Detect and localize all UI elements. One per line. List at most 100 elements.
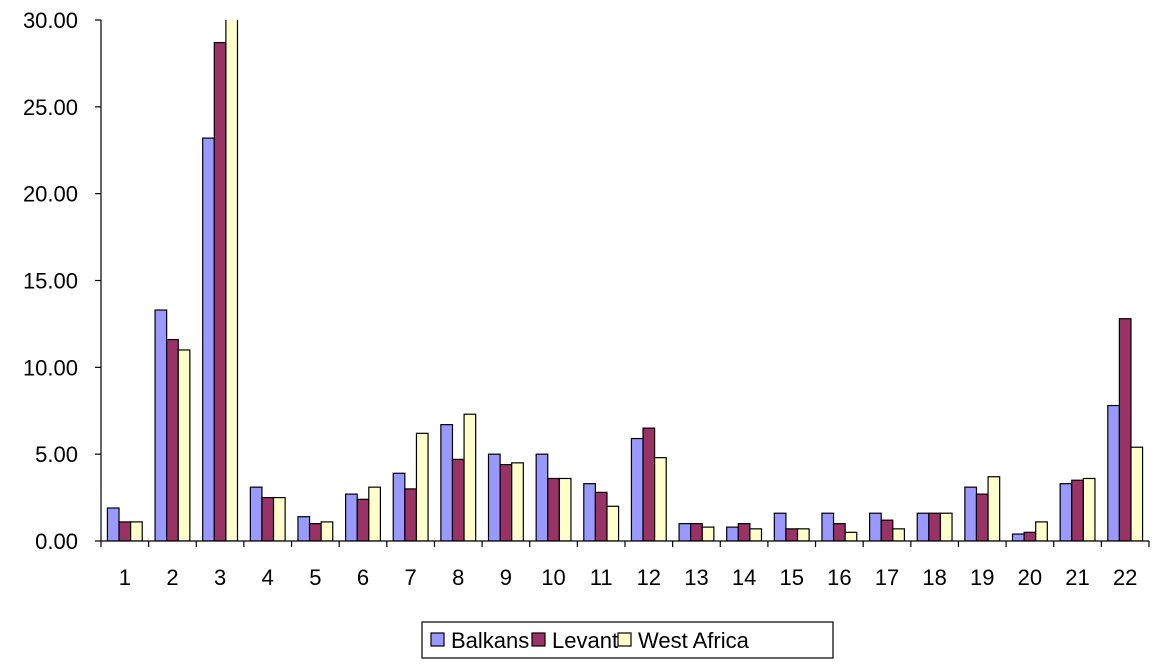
bar-balkans-21 <box>1059 483 1073 541</box>
bar-levant-4 <box>261 496 275 541</box>
bar-levant-21 <box>1071 479 1084 541</box>
bar-balkans-5 <box>297 516 311 541</box>
bar-levant-6 <box>356 498 370 541</box>
x-tick-label: 2 <box>166 565 178 590</box>
bar-balkans-16 <box>821 512 835 541</box>
y-tick-label: 20.00 <box>23 182 78 207</box>
bar-balkans-4 <box>249 486 263 541</box>
x-tick-label: 19 <box>970 565 994 590</box>
bar-levant-13 <box>690 523 703 541</box>
bar-balkans-12 <box>630 437 644 541</box>
bar-west-africa-6 <box>368 486 381 541</box>
bar-west-africa-12 <box>654 457 667 541</box>
legend-label-levant: Levant <box>552 628 618 653</box>
y-tick-label: 30.00 <box>23 8 78 33</box>
x-tick-label: 17 <box>875 565 899 590</box>
bar-west-africa-3 <box>225 20 239 541</box>
bar-levant-17 <box>880 519 894 541</box>
bar-west-africa-1 <box>130 521 143 541</box>
bar-balkans-22 <box>1107 404 1120 541</box>
bar-west-africa-2 <box>177 349 191 541</box>
x-tick-label: 4 <box>262 565 274 590</box>
bars <box>106 20 1144 541</box>
x-tick-label: 1 <box>119 565 131 590</box>
legend-swatch-levant <box>531 632 546 647</box>
bar-balkans-20 <box>1011 533 1025 541</box>
bar-west-africa-20 <box>1035 521 1048 541</box>
bar-west-africa-11 <box>606 505 620 541</box>
x-tick-label: 21 <box>1065 565 1089 590</box>
x-tick-label: 14 <box>732 565 756 590</box>
legend: Balkans Levant West Africa <box>421 621 834 659</box>
bar-balkans-8 <box>440 424 454 541</box>
bar-west-africa-9 <box>511 462 524 541</box>
bar-balkans-6 <box>345 493 358 541</box>
x-tick-label: 20 <box>1018 565 1042 590</box>
x-tick-label: 12 <box>637 565 661 590</box>
x-tick-label: 22 <box>1113 565 1137 590</box>
bar-balkans-17 <box>868 512 882 541</box>
x-tick-label: 7 <box>405 565 417 590</box>
bar-levant-20 <box>1023 531 1037 541</box>
bar-levant-10 <box>547 477 560 541</box>
bar-balkans-18 <box>916 512 930 541</box>
bar-west-africa-8 <box>463 413 477 541</box>
bar-balkans-7 <box>392 472 406 541</box>
bar-west-africa-22 <box>1130 446 1144 541</box>
legend-label-balkans: Balkans <box>451 628 529 653</box>
bar-west-africa-14 <box>749 528 763 541</box>
y-tick-label: 5.00 <box>35 442 78 467</box>
x-tick-label: 6 <box>357 565 369 590</box>
bar-west-africa-15 <box>796 528 810 541</box>
x-tick-label: 5 <box>309 565 321 590</box>
y-tick-label: 0.00 <box>35 529 78 554</box>
x-tick-label: 13 <box>684 565 708 590</box>
x-tick-label: 8 <box>452 565 464 590</box>
x-tick-label: 18 <box>922 565 946 590</box>
y-tick-label: 25.00 <box>23 95 78 120</box>
bar-levant-16 <box>832 523 846 541</box>
x-tick-label: 11 <box>590 565 613 590</box>
bar-balkans-11 <box>583 483 596 541</box>
x-tick-label: 9 <box>500 565 512 590</box>
bar-west-africa-10 <box>558 477 572 541</box>
bar-balkans-9 <box>487 453 501 541</box>
bar-balkans-10 <box>535 453 549 541</box>
y-tick-label: 10.00 <box>23 355 78 380</box>
bar-west-africa-16 <box>844 531 858 541</box>
x-tick-label: 10 <box>541 565 565 590</box>
bar-west-africa-17 <box>892 528 905 541</box>
legend-swatch-west-africa <box>617 632 632 647</box>
legend-label-west-africa: West Africa <box>638 628 750 653</box>
x-tick-label: 15 <box>779 565 803 590</box>
bar-west-africa-21 <box>1082 477 1096 541</box>
bar-west-africa-18 <box>939 512 953 541</box>
bar-levant-12 <box>642 427 656 541</box>
bar-levant-5 <box>308 523 322 541</box>
legend-swatch-balkans <box>430 632 445 647</box>
bar-west-africa-4 <box>272 496 286 541</box>
bar-balkans-15 <box>773 512 787 541</box>
bar-levant-3 <box>213 41 227 541</box>
x-tick-label: 3 <box>214 565 226 590</box>
bar-balkans-19 <box>964 486 978 541</box>
bar-west-africa-13 <box>701 526 715 541</box>
bar-balkans-1 <box>106 507 120 541</box>
bar-west-africa-5 <box>320 521 334 541</box>
bar-levant-18 <box>928 512 942 541</box>
bar-levant-7 <box>404 488 418 541</box>
bar-west-africa-19 <box>987 476 1001 541</box>
bar-balkans-14 <box>726 526 739 541</box>
bar-levant-8 <box>451 458 465 541</box>
bar-levant-22 <box>1118 318 1132 541</box>
bar-west-africa-7 <box>415 432 429 541</box>
bar-balkans-3 <box>202 137 215 541</box>
bar-levant-11 <box>594 491 608 541</box>
bar-levant-19 <box>975 493 989 541</box>
bar-levant-9 <box>499 463 513 541</box>
bar-levant-15 <box>785 528 799 541</box>
bar-levant-1 <box>118 521 132 541</box>
y-tick-label: 15.00 <box>23 269 78 294</box>
